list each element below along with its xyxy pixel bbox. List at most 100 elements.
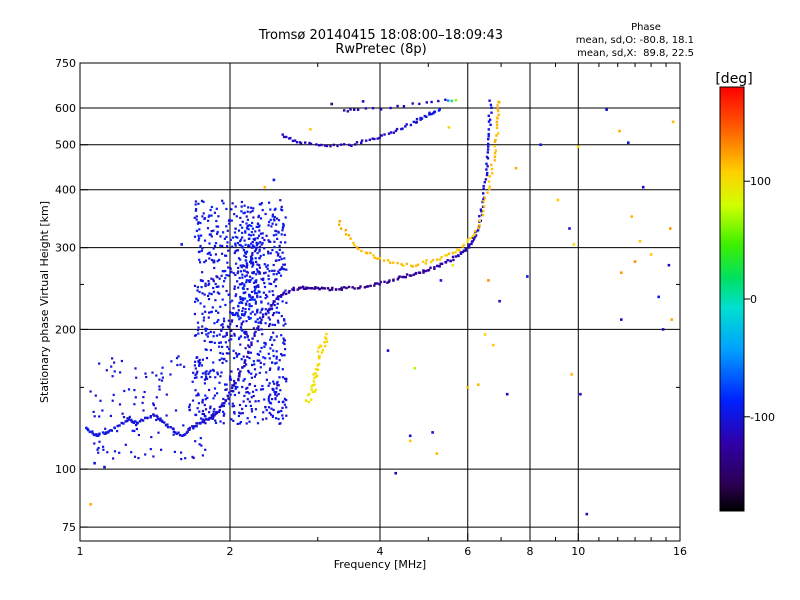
data-point <box>275 259 278 262</box>
data-point <box>260 301 263 304</box>
data-point <box>310 385 313 388</box>
data-point <box>234 352 238 355</box>
data-point <box>273 280 276 283</box>
data-point <box>249 351 252 354</box>
data-point <box>271 213 274 216</box>
data-point <box>198 237 201 240</box>
data-point <box>251 310 254 313</box>
data-point <box>135 427 138 431</box>
data-point <box>314 286 317 289</box>
data-point <box>265 409 268 412</box>
data-point <box>112 457 115 460</box>
data-point <box>233 357 236 360</box>
data-point <box>210 235 213 238</box>
data-point <box>245 387 248 390</box>
data-point <box>194 200 197 203</box>
data-point <box>244 275 247 278</box>
data-point <box>329 145 332 148</box>
data-point <box>416 263 420 266</box>
data-point <box>142 396 145 399</box>
data-point <box>101 431 105 434</box>
data-point <box>394 471 397 475</box>
data-point <box>482 209 485 213</box>
data-point <box>257 325 260 328</box>
data-point <box>255 244 258 247</box>
data-point <box>89 503 92 506</box>
data-point <box>380 134 383 137</box>
data-point <box>221 352 224 355</box>
data-point <box>246 224 249 228</box>
data-point <box>268 382 271 385</box>
data-point <box>483 333 487 336</box>
data-point <box>241 273 244 276</box>
data-point <box>247 338 250 341</box>
data-point <box>207 298 211 301</box>
data-point <box>243 378 246 381</box>
data-point <box>256 308 259 311</box>
data-point <box>198 443 201 446</box>
data-point <box>252 233 255 236</box>
data-point <box>261 333 264 336</box>
data-point <box>197 392 200 395</box>
data-point <box>396 261 399 265</box>
data-point <box>279 255 282 258</box>
data-point <box>482 187 485 190</box>
data-point <box>251 298 254 301</box>
data-point <box>172 427 175 430</box>
data-point <box>177 431 180 434</box>
data-point <box>299 142 303 145</box>
data-point <box>277 270 280 273</box>
data-point <box>250 262 253 265</box>
data-point <box>295 141 299 144</box>
data-point <box>235 293 238 296</box>
data-point <box>277 311 281 314</box>
data-point <box>246 271 249 274</box>
data-point <box>204 259 207 262</box>
data-point <box>239 326 243 329</box>
data-point <box>323 341 326 344</box>
data-point <box>490 163 493 167</box>
data-point <box>459 252 463 255</box>
data-point <box>261 418 264 421</box>
data-point <box>149 448 152 451</box>
data-point <box>101 409 104 412</box>
data-point <box>283 397 286 400</box>
data-point <box>361 100 365 103</box>
data-point <box>104 427 107 430</box>
data-point <box>223 402 226 405</box>
data-point <box>197 360 200 363</box>
data-point <box>255 268 259 271</box>
data-point <box>282 341 285 344</box>
data-point <box>279 389 282 392</box>
data-point <box>248 400 251 403</box>
data-point <box>201 454 204 457</box>
data-point <box>227 319 230 322</box>
data-point <box>191 425 194 428</box>
data-point <box>276 302 279 305</box>
data-point <box>256 340 259 343</box>
data-point <box>285 414 288 417</box>
data-point <box>216 232 219 235</box>
data-point <box>193 376 197 379</box>
data-point <box>130 420 133 423</box>
data-point <box>262 411 265 414</box>
data-point <box>248 308 251 311</box>
data-point <box>200 376 203 379</box>
data-point <box>258 229 261 232</box>
data-point <box>207 316 210 319</box>
data-point <box>282 225 285 228</box>
data-point <box>212 247 215 250</box>
data-point <box>224 383 227 386</box>
data-point <box>424 262 427 265</box>
data-point <box>369 284 372 287</box>
data-point <box>198 228 201 231</box>
data-point <box>214 376 217 379</box>
data-point <box>231 319 234 322</box>
data-point <box>250 206 253 209</box>
data-point <box>274 393 277 396</box>
data-point <box>236 280 239 283</box>
data-point <box>308 392 311 396</box>
data-point <box>245 215 248 218</box>
data-point <box>221 244 224 248</box>
